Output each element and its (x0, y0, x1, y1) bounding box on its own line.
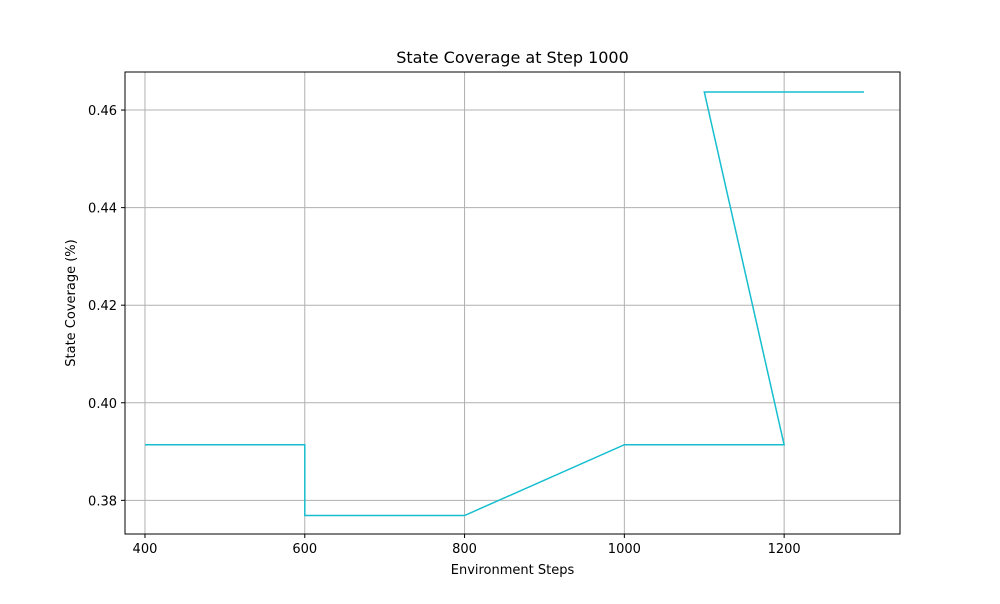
chart-title: State Coverage at Step 1000 (396, 48, 629, 67)
series-layer (145, 91, 864, 517)
plot-frame (124, 71, 901, 535)
y-tick-label: 0.46 (88, 104, 117, 119)
y-tick-label: 0.38 (88, 494, 117, 509)
x-tick-label: 1200 (768, 542, 801, 557)
y-tick-label: 0.42 (88, 299, 117, 314)
x-tick-label: 800 (452, 542, 477, 557)
x-tick-label: 400 (133, 542, 158, 557)
grid (125, 72, 900, 534)
y-tick-label: 0.40 (88, 397, 117, 412)
series-line (145, 91, 864, 517)
x-tick-label: 1000 (608, 542, 641, 557)
ticks: 400 600 800 1000 1200 0.38 0.40 0.42 0.44 0.46 (88, 104, 801, 557)
x-axis-label: Environment Steps (451, 563, 575, 578)
x-tick-label: 600 (292, 542, 317, 557)
y-axis-label: State Coverage (%) (64, 239, 79, 366)
y-tick-label: 0.44 (88, 202, 117, 217)
